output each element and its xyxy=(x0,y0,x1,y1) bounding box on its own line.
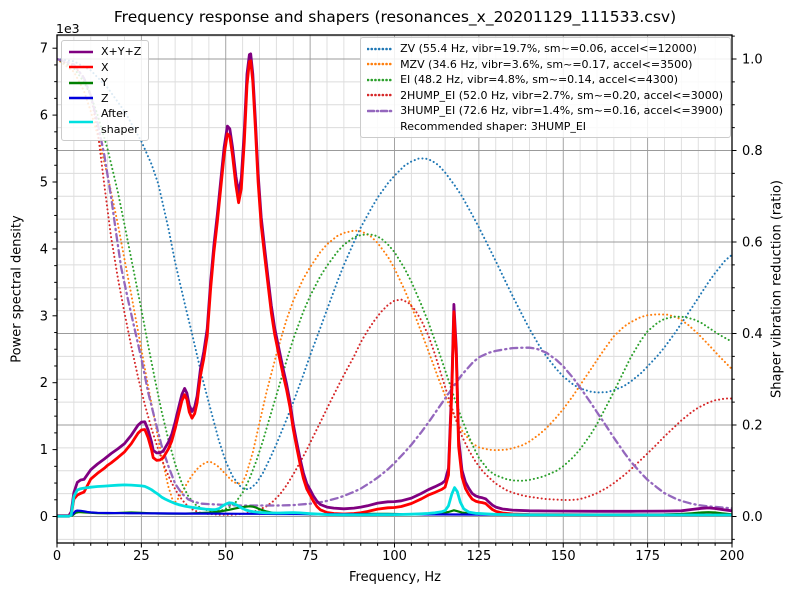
svg-text:0.0: 0.0 xyxy=(742,510,763,525)
svg-text:175: 175 xyxy=(635,549,660,564)
y-axis-offset-label: 1e3 xyxy=(56,21,80,36)
svg-text:0.4: 0.4 xyxy=(742,327,763,342)
svg-text:1.0: 1.0 xyxy=(742,53,763,68)
svg-text:6: 6 xyxy=(40,109,48,124)
legend-line-sample-solid xyxy=(69,96,93,100)
svg-text:75: 75 xyxy=(302,549,319,564)
legend-item: X xyxy=(68,60,141,76)
svg-text:25: 25 xyxy=(133,549,150,564)
grid-major xyxy=(57,35,732,543)
recommended-shaper-text: Recommended shaper: 3HUMP_EI xyxy=(400,119,587,133)
legend-shapers: ZV (55.4 Hz, vibr=19.7%, sm~=0.06, accel… xyxy=(360,37,731,138)
svg-text:5: 5 xyxy=(40,176,48,191)
svg-text:125: 125 xyxy=(466,549,491,564)
legend-item: 3HUMP_EI (72.6 Hz, vibr=1.4%, sm~=0.16, … xyxy=(367,103,723,119)
svg-text:2: 2 xyxy=(40,376,48,391)
legend-item: X+Y+Z xyxy=(68,44,141,60)
legend-line-sample-solid xyxy=(69,50,93,54)
y-axis-left-label: Power spectral density xyxy=(9,215,25,363)
svg-text:100: 100 xyxy=(382,549,407,564)
series-x xyxy=(57,59,732,518)
legend-line-sample-solid xyxy=(69,120,93,123)
legend-item: After shaper xyxy=(68,106,141,137)
y-axis-right-label: Shaper vibration reduction (ratio) xyxy=(769,180,785,398)
axis-ticks xyxy=(52,35,737,548)
series-lines xyxy=(57,52,732,518)
legend-line-sample-solid xyxy=(69,65,93,69)
legend-line-sample-dotted xyxy=(367,47,394,51)
svg-text:0.2: 0.2 xyxy=(742,419,763,434)
legend-item-label: MZV (34.6 Hz, vibr=3.6%, sm~=0.17, accel… xyxy=(400,57,693,71)
chart-title: Frequency response and shapers (resonanc… xyxy=(113,8,677,26)
tick-labels: 0 25 50 75 100 125 150 175 200 0 1 2 3 4 5 6 7 0.0 0.2 0.4 0… xyxy=(40,42,763,564)
svg-text:0.6: 0.6 xyxy=(742,236,763,251)
svg-text:7: 7 xyxy=(40,42,48,57)
series-3hump-ei xyxy=(57,57,732,510)
svg-text:200: 200 xyxy=(720,549,745,564)
legend-item: ZV (55.4 Hz, vibr=19.7%, sm~=0.06, accel… xyxy=(367,41,723,57)
svg-text:3: 3 xyxy=(40,309,48,324)
legend-line-sample-dotted xyxy=(367,93,394,97)
legend-line-sample-solid xyxy=(69,81,93,85)
x-axis-label: Frequency, Hz xyxy=(348,570,442,585)
svg-text:0.8: 0.8 xyxy=(742,144,763,159)
legend-item-label: Z xyxy=(101,91,109,105)
legend-item: EI (48.2 Hz, vibr=4.8%, sm~=0.14, accel<… xyxy=(367,72,723,88)
legend-item: Z xyxy=(68,91,141,107)
legend-item-label: EI (48.2 Hz, vibr=4.8%, sm~=0.14, accel<… xyxy=(400,73,679,86)
series-zv xyxy=(57,58,732,491)
legend-item: Y xyxy=(68,75,141,91)
svg-text:0: 0 xyxy=(40,510,48,525)
legend-line-sample-dotted xyxy=(367,78,394,82)
series-after-shaper xyxy=(57,483,732,518)
svg-text:1: 1 xyxy=(40,443,48,458)
legend-psd: X+Y+Z X Y Z After shaper xyxy=(61,40,150,141)
series-2hump-ei xyxy=(57,58,732,516)
legend-item-label: X+Y+Z xyxy=(101,45,142,58)
svg-text:50: 50 xyxy=(217,549,234,564)
legend-line-sample-dotted xyxy=(367,62,394,66)
legend-item-label: X xyxy=(101,60,109,74)
legend-item-label: Y xyxy=(101,76,108,89)
legend-line-sample-dashdot xyxy=(367,109,394,113)
svg-text:150: 150 xyxy=(551,549,576,564)
svg-text:4: 4 xyxy=(40,242,48,257)
legend-item-label: 2HUMP_EI (52.0 Hz, vibr=2.7%, sm~=0.20, … xyxy=(400,88,723,102)
svg-text:0: 0 xyxy=(53,549,61,564)
legend-item: MZV (34.6 Hz, vibr=3.6%, sm~=0.17, accel… xyxy=(367,57,723,73)
legend-item-label: 3HUMP_EI (72.6 Hz, vibr=1.4%, sm~=0.16, … xyxy=(400,104,723,117)
legend-item: 2HUMP_EI (52.0 Hz, vibr=2.7%, sm~=0.20, … xyxy=(367,88,723,104)
legend-item-label: After shaper xyxy=(101,107,139,136)
legend-item-label: ZV (55.4 Hz, vibr=19.7%, sm~=0.06, accel… xyxy=(400,42,697,55)
legend-recommended-shaper: Recommended shaper: 3HUMP_EI xyxy=(367,119,723,135)
